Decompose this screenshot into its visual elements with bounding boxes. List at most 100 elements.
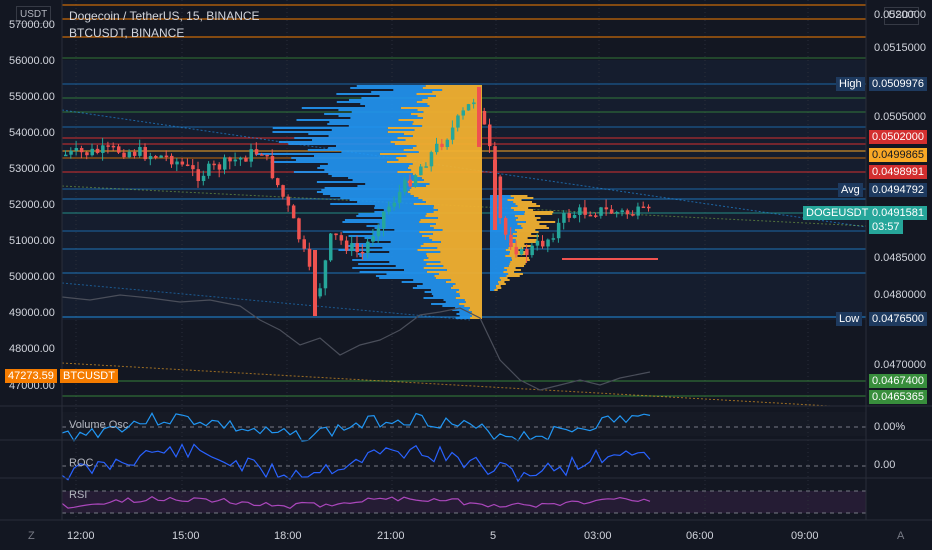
profile-bar-volume — [497, 281, 505, 283]
profile-bar-volume — [338, 249, 418, 251]
candle-body — [371, 236, 375, 242]
profile-bar-volume — [417, 115, 482, 117]
high-value-label: 0.0509976 — [869, 77, 927, 91]
log-scale-button[interactable]: Z — [28, 530, 35, 542]
profile-bar-volume — [348, 99, 423, 101]
candle-body — [541, 240, 545, 247]
profile-bar-volume — [435, 277, 482, 279]
candle-body — [435, 143, 439, 153]
profile-bar-volume — [451, 279, 482, 281]
candle-body — [631, 214, 635, 216]
profile-bar-volume — [490, 289, 495, 291]
profile-bar-volume — [405, 139, 482, 141]
rsi-title[interactable]: RSI — [69, 489, 88, 501]
profile-bar-volume — [455, 283, 482, 285]
candle-body — [323, 260, 328, 289]
profile-bar-volume — [370, 239, 433, 241]
candle-body — [440, 143, 444, 148]
profile-bar-volume — [361, 97, 428, 99]
profile-bar-volume — [440, 251, 482, 253]
avg-value-label: 0.0494792 — [869, 183, 927, 197]
candle-body — [313, 250, 317, 316]
left-axis-tick: 49000.00 — [9, 307, 55, 319]
volume-osc-title[interactable]: Volume Osc — [69, 419, 129, 431]
profile-bar-volume — [426, 253, 482, 255]
profile-bar-volume — [442, 305, 465, 307]
profile-bar-volume — [374, 211, 434, 213]
profile-bar-volume — [490, 283, 499, 285]
profile-bar-volume — [513, 197, 534, 199]
candle-body — [276, 178, 280, 186]
candle-body — [392, 202, 397, 207]
profile-bar-volume — [490, 271, 504, 273]
profile-bar-volume — [416, 285, 453, 287]
profile-bar-volume — [322, 193, 411, 195]
profile-bar-volume — [490, 277, 500, 279]
profile-bar-volume — [437, 247, 482, 249]
candle-body — [477, 87, 481, 147]
profile-bar-volume — [423, 267, 482, 269]
left-axis-tick: 47000.00 — [9, 380, 55, 392]
profile-bar-volume — [422, 117, 482, 119]
btc-symbol-label: BTCUSDT — [60, 369, 118, 383]
roc-title[interactable]: ROC — [69, 457, 94, 469]
profile-bar-volume — [514, 229, 536, 231]
left-unit-button[interactable]: USDT — [16, 6, 52, 24]
profile-bar-volume — [336, 101, 417, 103]
profile-bar-volume — [291, 157, 397, 159]
profile-bar-volume — [465, 301, 482, 303]
profile-bar-volume — [414, 175, 482, 177]
profile-bar-volume — [351, 111, 424, 113]
profile-bar-volume — [413, 203, 482, 205]
profile-bar-volume — [375, 275, 435, 277]
profile-bar-volume — [470, 313, 482, 315]
time-tick: 12:00 — [67, 530, 95, 542]
candle-body — [223, 157, 227, 170]
profile-bar-volume — [412, 173, 482, 175]
candle-body — [69, 150, 73, 155]
candle-body — [74, 148, 79, 151]
candle-body — [159, 155, 163, 158]
profile-bar-volume — [328, 173, 413, 175]
candle-body — [111, 145, 116, 148]
profile-bar-volume — [423, 111, 482, 113]
candle-body — [461, 110, 465, 116]
chart-title[interactable]: Dogecoin / TetherUS, 15, BINANCE — [69, 9, 260, 23]
profile-bar-volume — [490, 261, 511, 263]
candle-body — [127, 151, 132, 158]
candle-body — [530, 245, 534, 256]
right-axis-tick: 0.0515000 — [874, 42, 926, 54]
candle-body — [138, 147, 142, 156]
profile-bar-volume — [516, 235, 539, 237]
profile-bar-volume — [374, 227, 434, 229]
auto-scale-button[interactable]: A — [897, 530, 905, 542]
profile-bar-volume — [469, 307, 482, 309]
profile-bar-volume — [455, 307, 470, 309]
profile-bar-volume — [327, 123, 413, 125]
profile-bar-volume — [328, 135, 413, 137]
profile-bar-volume — [409, 165, 482, 167]
compare-symbol-label[interactable]: BTCUSDT, BINANCE — [69, 26, 185, 40]
profile-bar-volume — [417, 249, 482, 251]
profile-bar-volume — [352, 179, 424, 181]
right-unit-button[interactable]: USDT — [884, 7, 920, 25]
candle-body — [588, 214, 593, 217]
profile-bar-volume — [490, 241, 516, 243]
candle-body — [360, 251, 365, 254]
candle-body — [472, 102, 476, 105]
candle-body — [244, 157, 248, 162]
profile-bar-volume — [430, 289, 460, 291]
profile-bar-volume — [459, 315, 472, 317]
profile-bar-volume — [352, 267, 424, 269]
left-axis-tick: 50000.00 — [9, 271, 55, 283]
profile-bar-volume — [416, 145, 482, 147]
profile-bar-volume — [431, 293, 460, 295]
profile-bar-volume — [509, 263, 526, 265]
volume-profile — [255, 85, 556, 319]
candle-body — [535, 240, 540, 246]
candle-body — [254, 149, 259, 155]
profile-bar-volume — [490, 275, 507, 277]
profile-bar-volume — [515, 239, 537, 241]
profile-bar-volume — [509, 251, 527, 253]
